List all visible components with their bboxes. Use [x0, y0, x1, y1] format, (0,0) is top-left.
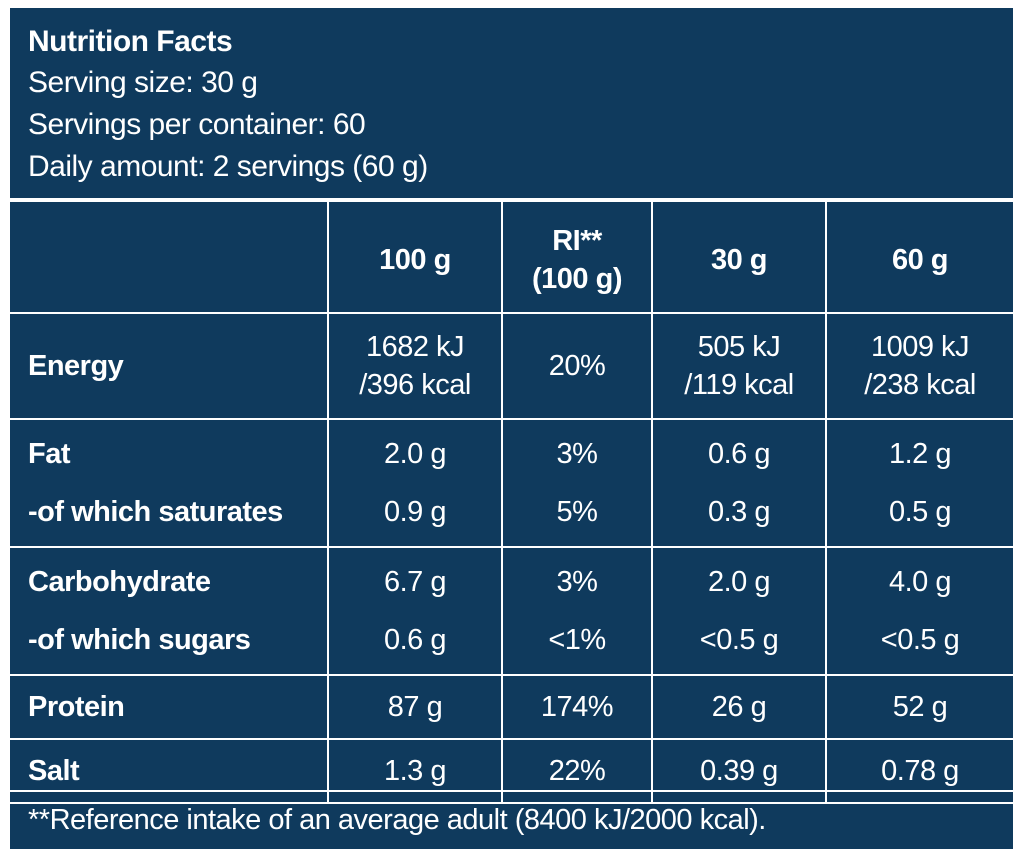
- salt-60g: 0.78 g: [825, 738, 1013, 804]
- fat-60g: 1.2 g 0.5 g: [825, 418, 1013, 548]
- daily-amount: Daily amount: 2 servings (60 g): [28, 150, 428, 183]
- saturates-ri-value: 5%: [556, 496, 598, 528]
- carbohydrate-100g: 6.7 g 0.6 g: [327, 546, 503, 676]
- fat-30g: 0.6 g 0.3 g: [651, 418, 827, 548]
- reference-intake-footnote: **Reference intake of an average adult (…: [10, 790, 1013, 849]
- saturates-100g-value: 0.9 g: [384, 496, 447, 528]
- fat-label: Fat: [28, 438, 71, 470]
- sugars-100g-value: 0.6 g: [384, 624, 447, 656]
- salt-100g: 1.3 g: [327, 738, 503, 804]
- energy-100g: 1682 kJ /396 kcal: [327, 312, 503, 420]
- fat-60g-value: 1.2 g: [889, 438, 952, 470]
- carbohydrate-ri-value: 3%: [556, 566, 598, 598]
- energy-60g-kcal: /238 kcal: [864, 369, 976, 401]
- energy-label: Energy: [10, 312, 329, 420]
- table-row-salt: Salt 1.3 g 22% 0.39 g 0.78 g: [10, 738, 1013, 804]
- column-header-100g: 100 g: [327, 200, 503, 314]
- energy-60g-kj: 1009 kJ: [870, 331, 970, 363]
- carbohydrate-100g-value: 6.7 g: [384, 566, 447, 598]
- table-row-protein: Protein 87 g 174% 26 g 52 g: [10, 674, 1013, 740]
- carbohydrate-60g-value: 4.0 g: [889, 566, 952, 598]
- nutrition-table: 100 g RI** (100 g) 30 g 60 g Energy 1682…: [10, 200, 1013, 804]
- column-header-ri-line2: (100 g): [532, 263, 622, 295]
- column-header-60g-label: 60 g: [891, 244, 949, 276]
- salt-ri: 22%: [501, 738, 653, 804]
- saturates-30g-value: 0.3 g: [708, 496, 771, 528]
- sugars-60g-value: <0.5 g: [880, 624, 960, 656]
- energy-100g-kj: 1682 kJ: [365, 331, 465, 363]
- energy-30g-kcal: /119 kcal: [684, 369, 794, 401]
- fat-labels: Fat -of which saturates: [10, 418, 329, 548]
- column-header-ri-line1: RI**: [552, 225, 602, 257]
- sugars-30g-value: <0.5 g: [699, 624, 779, 656]
- protein-60g: 52 g: [825, 674, 1013, 740]
- fat-100g: 2.0 g 0.9 g: [327, 418, 503, 548]
- saturates-label: -of which saturates: [28, 496, 283, 528]
- protein-ri: 174%: [501, 674, 653, 740]
- salt-30g: 0.39 g: [651, 738, 827, 804]
- energy-30g-kj: 505 kJ: [697, 331, 781, 363]
- protein-30g: 26 g: [651, 674, 827, 740]
- servings-per-container: Servings per container: 60: [28, 108, 366, 141]
- sugars-label: -of which sugars: [28, 624, 251, 656]
- nutrition-title: Nutrition Facts: [28, 25, 233, 58]
- column-header-30g: 30 g: [651, 200, 827, 314]
- carbohydrate-labels: Carbohydrate -of which sugars: [10, 546, 329, 676]
- column-header-100g-label: 100 g: [379, 244, 451, 276]
- carbohydrate-30g: 2.0 g <0.5 g: [651, 546, 827, 676]
- sugars-ri-value: <1%: [548, 624, 606, 656]
- carbohydrate-ri: 3% <1%: [501, 546, 653, 676]
- carbohydrate-label: Carbohydrate: [28, 566, 211, 598]
- protein-label: Protein: [10, 674, 329, 740]
- carbohydrate-60g: 4.0 g <0.5 g: [825, 546, 1013, 676]
- table-row-carbohydrate: Carbohydrate -of which sugars 6.7 g 0.6 …: [10, 546, 1013, 676]
- carbohydrate-30g-value: 2.0 g: [708, 566, 771, 598]
- protein-100g: 87 g: [327, 674, 503, 740]
- nutrition-facts-panel: Nutrition Facts Serving size: 30 g Servi…: [8, 6, 1015, 851]
- fat-ri-value: 3%: [556, 438, 598, 470]
- fat-ri: 3% 5%: [501, 418, 653, 548]
- salt-label: Salt: [10, 738, 329, 804]
- column-header-ri: RI** (100 g): [501, 200, 653, 314]
- serving-size: Serving size: 30 g: [28, 66, 258, 99]
- energy-60g: 1009 kJ /238 kcal: [825, 312, 1013, 420]
- fat-30g-value: 0.6 g: [708, 438, 771, 470]
- table-header-row: 100 g RI** (100 g) 30 g 60 g: [10, 200, 1013, 314]
- header-empty-cell: [10, 200, 329, 314]
- saturates-60g-value: 0.5 g: [889, 496, 952, 528]
- column-header-30g-label: 30 g: [710, 244, 768, 276]
- energy-30g: 505 kJ /119 kcal: [651, 312, 827, 420]
- table-row-energy: Energy 1682 kJ /396 kcal 20% 505 kJ /119…: [10, 312, 1013, 420]
- nutrition-header: Nutrition Facts Serving size: 30 g Servi…: [10, 8, 1013, 200]
- table-row-fat: Fat -of which saturates 2.0 g 0.9 g 3% 5…: [10, 418, 1013, 548]
- column-header-60g: 60 g: [825, 200, 1013, 314]
- fat-100g-value: 2.0 g: [384, 438, 447, 470]
- energy-ri: 20%: [501, 312, 653, 420]
- energy-100g-kcal: /396 kcal: [359, 369, 471, 401]
